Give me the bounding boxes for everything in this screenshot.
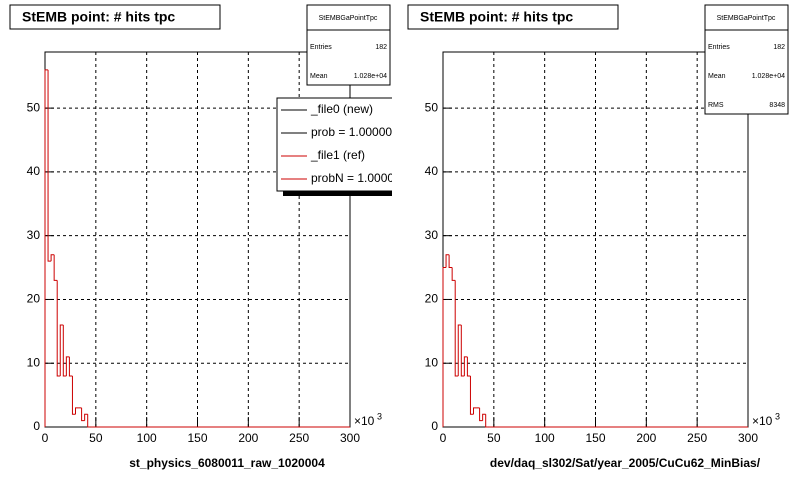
histogram-bin <box>71 375 76 415</box>
y-tick-label: 0 <box>431 419 438 433</box>
x-multiplier: ×10 <box>752 414 773 428</box>
x-multiplier-exp: 3 <box>775 411 780 421</box>
x-tick-label: 250 <box>289 431 309 445</box>
stats-label: Entries <box>310 44 332 51</box>
histogram-bin <box>479 407 483 422</box>
histogram-bin <box>50 254 55 262</box>
y-tick-label: 20 <box>425 292 439 306</box>
x-tick-label: 50 <box>487 431 501 445</box>
histogram-bin <box>469 375 474 415</box>
legend-label: probN = 1.00000 <box>311 171 401 185</box>
histogram-bin <box>53 254 58 281</box>
histogram-bin <box>442 267 447 427</box>
x-axis-title: st_physics_6080011_raw_1020004 <box>129 456 325 470</box>
y-tick-label: 40 <box>27 164 41 178</box>
histogram-bin <box>59 324 64 376</box>
stats-label: RMS <box>708 102 724 109</box>
x-tick-label: 250 <box>687 431 707 445</box>
histogram-bin <box>44 69 49 427</box>
histogram-bin <box>445 254 450 268</box>
histogram-bin <box>482 413 486 421</box>
stats-value: 1.028e+04 <box>752 73 785 80</box>
x-tick-label: 300 <box>738 431 758 445</box>
x-multiplier: ×10 <box>354 414 375 428</box>
y-tick-label: 50 <box>27 100 41 114</box>
legend: _file0 (new) prob = 1.000000 _file1 (ref) p… <box>276 97 401 196</box>
stats-box <box>704 4 789 115</box>
stats-value: 8348 <box>769 102 785 109</box>
y-tick-label: 20 <box>27 292 41 306</box>
histogram-bin <box>65 356 70 376</box>
title-box <box>407 4 619 30</box>
y-tick-label: 40 <box>425 164 439 178</box>
title-box <box>9 4 221 30</box>
histogram-bin <box>473 407 477 415</box>
histogram-bin <box>457 324 462 376</box>
histogram-bin <box>87 414 91 428</box>
histogram-bin <box>62 324 67 377</box>
x-tick-label: 50 <box>89 431 103 445</box>
chart-title: StEMB point: # hits tpc <box>420 9 573 25</box>
y-tick-label: 10 <box>425 355 439 369</box>
x-tick-label: 100 <box>535 431 555 445</box>
x-tick-label: 0 <box>42 431 49 445</box>
stats-title: StEMBGaPointTpc <box>319 15 378 22</box>
x-tick-label: 200 <box>636 431 656 445</box>
histogram-bin <box>460 324 465 377</box>
x-tick-label: 200 <box>238 431 258 445</box>
x-multiplier-exp: 3 <box>377 411 382 421</box>
histogram-bin <box>451 267 456 281</box>
x-axis-title: dev/daq_sl302/Sat/year_2005/CuCu62_MinBi… <box>490 456 761 470</box>
x-tick-label: 300 <box>340 431 360 445</box>
stats-value: 182 <box>773 44 785 51</box>
stats-value: 1.028e+04 <box>354 73 387 80</box>
y-tick-label: 0 <box>33 419 40 433</box>
stats-box <box>306 4 391 86</box>
legend-label: _file1 (ref) <box>310 148 365 162</box>
histogram-bin <box>68 356 73 377</box>
histogram-bin <box>485 414 489 428</box>
stats-label: Mean <box>708 73 726 80</box>
histogram-bin <box>81 407 85 422</box>
histogram-bin <box>454 280 459 377</box>
histogram-bin <box>47 69 52 262</box>
y-tick-label: 30 <box>27 228 41 242</box>
histogram-bin <box>84 413 88 421</box>
histogram-bin <box>75 407 79 415</box>
x-tick-label: 100 <box>137 431 157 445</box>
histogram-bin <box>56 280 61 377</box>
histogram-bin <box>463 356 468 376</box>
legend-box <box>276 97 392 192</box>
y-tick-label: 50 <box>425 100 439 114</box>
legend-label: prob = 1.000000 <box>311 125 399 139</box>
histogram-bin <box>466 356 471 377</box>
stats-title: StEMBGaPointTpc <box>717 15 776 22</box>
y-tick-label: 10 <box>27 355 41 369</box>
x-tick-label: 150 <box>585 431 605 445</box>
stats-value: 182 <box>375 44 387 51</box>
x-tick-label: 150 <box>187 431 207 445</box>
x-tick-label: 0 <box>440 431 447 445</box>
legend-label: _file0 (new) <box>310 102 373 116</box>
histogram-bin <box>448 254 453 269</box>
stats-label: Mean <box>310 73 328 80</box>
stats-label: Entries <box>708 44 730 51</box>
y-tick-label: 30 <box>425 228 439 242</box>
chart-title: StEMB point: # hits tpc <box>22 9 175 25</box>
